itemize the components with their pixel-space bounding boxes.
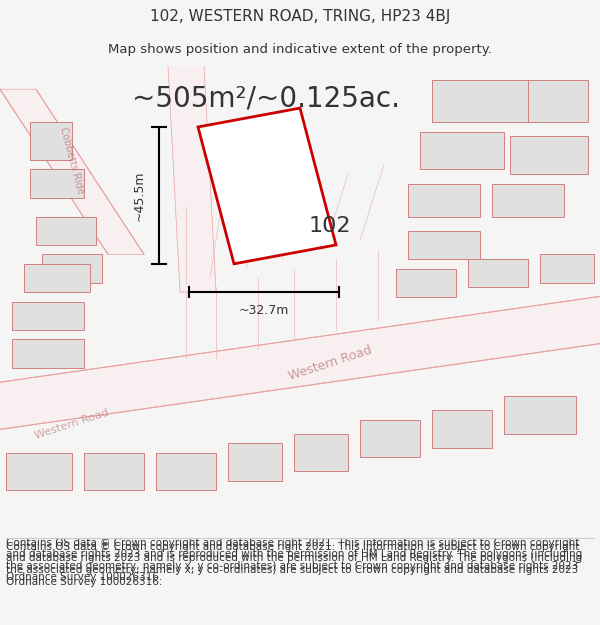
Polygon shape	[420, 132, 504, 169]
Polygon shape	[36, 217, 96, 245]
Polygon shape	[168, 66, 216, 292]
Text: ~32.7m: ~32.7m	[239, 304, 289, 317]
Text: Western Road: Western Road	[287, 343, 373, 382]
Polygon shape	[468, 259, 528, 288]
Polygon shape	[12, 301, 84, 330]
Polygon shape	[6, 452, 72, 490]
Polygon shape	[504, 396, 576, 434]
Polygon shape	[528, 80, 588, 122]
Text: Map shows position and indicative extent of the property.: Map shows position and indicative extent…	[108, 42, 492, 56]
Polygon shape	[156, 452, 216, 490]
Polygon shape	[0, 89, 144, 254]
Polygon shape	[30, 169, 84, 198]
Polygon shape	[492, 184, 564, 217]
Polygon shape	[360, 419, 420, 457]
Polygon shape	[30, 122, 72, 160]
Text: 102: 102	[309, 216, 351, 236]
Polygon shape	[198, 108, 336, 264]
Polygon shape	[540, 254, 594, 282]
Polygon shape	[24, 264, 90, 292]
Text: Western Road: Western Road	[34, 408, 110, 441]
Text: ~45.5m: ~45.5m	[133, 170, 146, 221]
Text: 102, WESTERN ROAD, TRING, HP23 4BJ: 102, WESTERN ROAD, TRING, HP23 4BJ	[150, 9, 450, 24]
Text: ~505m²/~0.125ac.: ~505m²/~0.125ac.	[132, 84, 400, 112]
Polygon shape	[396, 269, 456, 297]
Polygon shape	[84, 452, 144, 490]
Polygon shape	[432, 80, 528, 122]
Text: Contains OS data © Crown copyright and database right 2021. This information is : Contains OS data © Crown copyright and d…	[6, 538, 582, 582]
Polygon shape	[12, 339, 84, 367]
Text: Contains OS data © Crown copyright and database right 2021. This information is : Contains OS data © Crown copyright and d…	[6, 542, 582, 587]
Polygon shape	[228, 443, 282, 481]
Polygon shape	[0, 292, 600, 434]
Polygon shape	[42, 254, 102, 282]
Text: Cobbetts Ride: Cobbetts Ride	[58, 126, 86, 194]
Polygon shape	[408, 231, 480, 259]
Polygon shape	[432, 410, 492, 448]
Polygon shape	[294, 434, 348, 471]
Polygon shape	[510, 136, 588, 174]
Polygon shape	[408, 184, 480, 217]
